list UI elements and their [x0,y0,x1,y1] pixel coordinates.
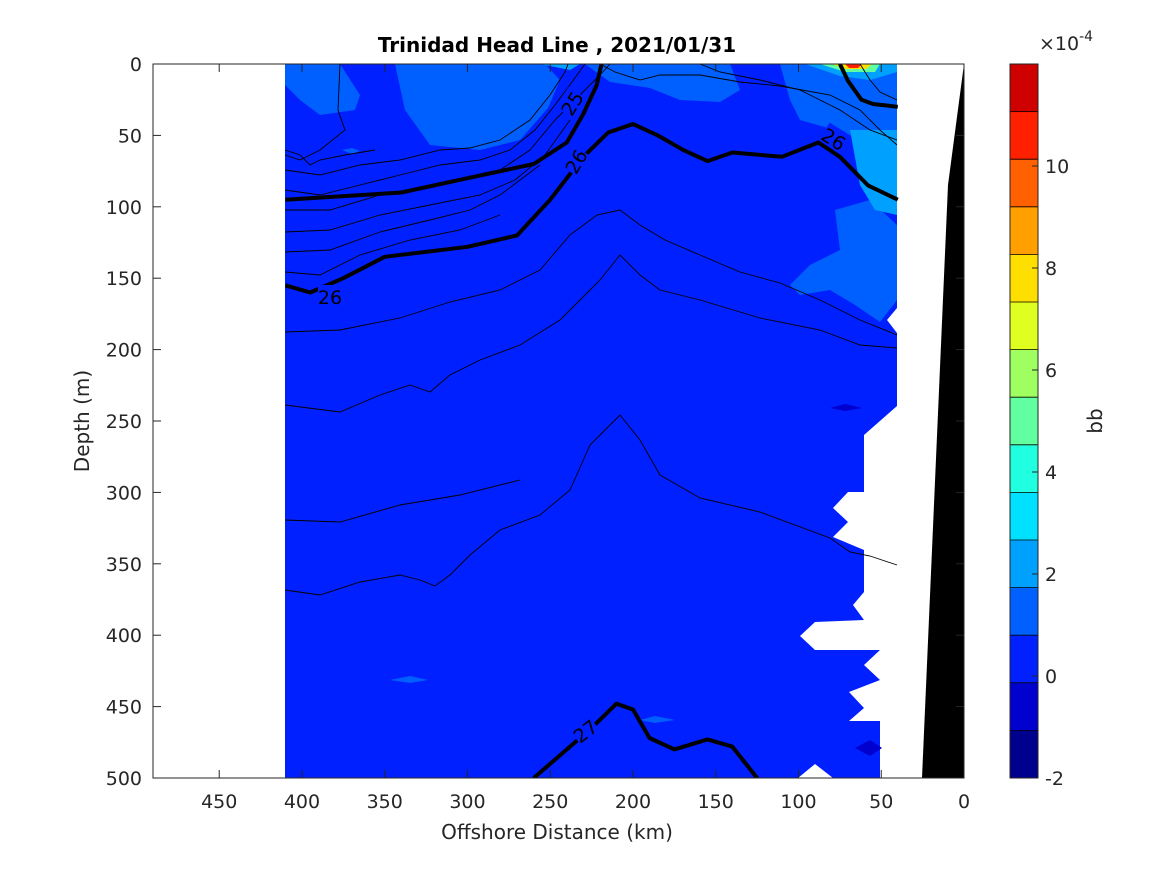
filled-contour-patch [285,64,360,115]
colorbar-segment [1010,540,1038,589]
thin-contour-line [284,209,898,336]
contour-label-bg [568,714,600,745]
colorbar [1009,63,1039,779]
colorbar-tick-label: 8 [1045,258,1057,280]
y-tick-label: 50 [118,125,142,147]
y-tick-label: 350 [106,554,142,576]
filled-contour-patch [855,740,882,756]
y-tick-label: 100 [106,197,142,219]
chart-title: Trinidad Head Line , 2021/01/31 [378,33,736,57]
colorbar-segment [1010,492,1038,541]
contour-line-27 [532,701,759,778]
y-tick-label: 0 [130,54,142,76]
colorbar-tick-label: 6 [1045,360,1057,382]
x-tick-label: 200 [615,791,651,813]
thin-contour-line [284,164,541,253]
y-tick-label: 200 [106,340,142,362]
thin-contour-line [284,214,501,276]
bathymetry-mask [922,64,964,778]
filled-contour-patch [395,64,560,150]
colorbar-tick-label: 2 [1045,564,1057,586]
thin-contour-line [284,254,898,413]
thin-contour-line [284,149,376,166]
colorbar-segment [1010,444,1038,493]
x-tick-label: 300 [449,791,485,813]
thin-contour-line [284,64,586,196]
colorbar-segment [1010,349,1038,398]
colorbar-label: bb [1083,408,1107,433]
colorbar-tick-label: -2 [1045,768,1064,790]
colorbar-frame [1009,63,1039,779]
y-tick-label: 500 [106,768,142,790]
contour-line-26 [838,64,899,109]
colorbar-tick-label: 0 [1045,666,1057,688]
thin-contour-line [599,64,898,146]
contour-line-25 [285,64,604,202]
colorbar-segment [1010,302,1038,351]
colorbar-segment [1010,730,1038,779]
filled-contour-field [285,64,897,778]
x-axis-label: Offshore Distance (km) [441,820,673,844]
colorbar-segment [1010,159,1038,208]
x-tick-label: 0 [958,791,970,813]
colorbar-segment [1010,635,1038,684]
y-tick-label: 300 [106,482,142,504]
contour-label-bg [819,122,851,153]
colorbar-segment [1010,682,1038,731]
contour-label-bg [559,145,590,176]
filled-contour-patch [342,148,360,154]
thin-contour-line [284,479,521,523]
contour-label-bg [555,86,586,118]
y-tick-label: 450 [106,697,142,719]
colorbar-segment [1010,206,1038,255]
thin-contour-line [284,64,346,161]
thin-contour-line [859,64,898,101]
colorbar-segment [1010,397,1038,446]
colorbar-segment [1010,64,1038,113]
contour-label: 26 [318,287,342,309]
filled-contour-patch [845,64,862,68]
filled-contour-patch [790,200,897,322]
y-tick-label: 150 [106,268,142,290]
contour-label-bg [318,285,342,305]
filled-contour-patch [640,716,675,723]
x-tick-label: 450 [201,791,237,813]
y-axis-label: Depth (m) [70,370,94,472]
colorbar-tick-label: 10 [1045,156,1069,178]
colorbar-exponent-power: -4 [1079,29,1093,45]
filled-contour-patch [830,404,862,411]
filled-contour-patch [585,64,740,102]
x-tick-label: 250 [532,791,568,813]
y-tick-label: 400 [106,625,142,647]
colorbar-tick-label: 4 [1045,462,1057,484]
filled-contour-patch [780,64,897,140]
thin-contour-line [284,414,898,596]
thin-contour-line [699,64,898,141]
colorbar-exponent-base: ×10 [1039,33,1079,55]
x-tick-label: 400 [284,791,320,813]
x-tick-label: 350 [367,791,403,813]
filled-contour-patch [390,676,428,683]
colorbar-segment [1010,254,1038,303]
x-tick-label: 100 [780,791,816,813]
colorbar-segment [1010,111,1038,160]
contour-line-26 [284,122,899,295]
y-tick-label: 250 [106,411,142,433]
x-tick-label: 150 [698,791,734,813]
thin-contour-line [284,64,569,176]
colorbar-exponent: ×10-4 [1039,29,1093,55]
x-tick-label: 50 [869,791,893,813]
colorbar-segment [1010,587,1038,636]
